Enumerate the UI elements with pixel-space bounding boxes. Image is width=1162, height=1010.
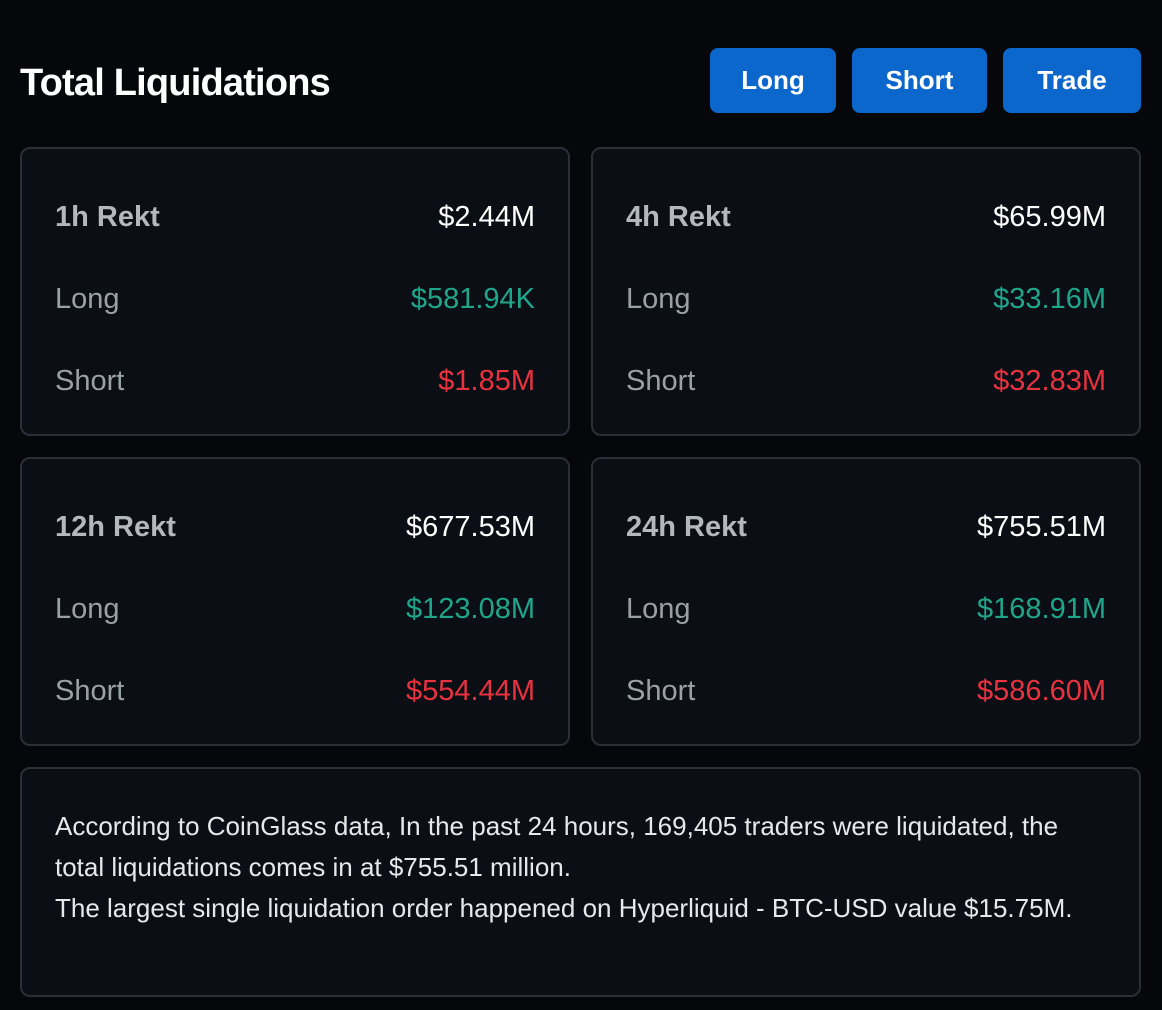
card-short-row: Short $586.60M	[626, 671, 1106, 711]
short-label: Short	[626, 364, 696, 397]
long-button[interactable]: Long	[710, 48, 836, 113]
card-total-row: 1h Rekt $2.44M	[55, 197, 535, 237]
summary-panel: According to CoinGlass data, In the past…	[20, 767, 1141, 997]
liquidation-card-24h: 24h Rekt $755.51M Long $168.91M Short $5…	[591, 457, 1141, 746]
card-short-row: Short $1.85M	[55, 361, 535, 401]
long-label: Long	[55, 282, 120, 315]
long-value: $123.08M	[406, 592, 535, 625]
short-value: $32.83M	[993, 364, 1106, 397]
long-value: $581.94K	[410, 282, 535, 315]
card-short-row: Short $554.44M	[55, 671, 535, 711]
short-value: $1.85M	[438, 364, 535, 397]
long-label: Long	[626, 282, 691, 315]
liquidation-card-12h: 12h Rekt $677.53M Long $123.08M Short $5…	[20, 457, 570, 746]
long-value: $33.16M	[993, 282, 1106, 315]
card-total-row: 24h Rekt $755.51M	[626, 507, 1106, 547]
total-value: $65.99M	[993, 200, 1106, 233]
total-value: $677.53M	[406, 510, 535, 543]
short-label: Short	[55, 364, 125, 397]
long-label: Long	[626, 592, 691, 625]
card-long-row: Long $581.94K	[55, 279, 535, 319]
total-value: $755.51M	[977, 510, 1106, 543]
short-button[interactable]: Short	[852, 48, 987, 113]
card-total-row: 12h Rekt $677.53M	[55, 507, 535, 547]
card-title: 1h Rekt	[55, 200, 160, 233]
page-title: Total Liquidations	[20, 62, 331, 104]
short-value: $586.60M	[977, 674, 1106, 707]
card-title: 12h Rekt	[55, 510, 176, 543]
card-long-row: Long $168.91M	[626, 589, 1106, 629]
card-title: 4h Rekt	[626, 200, 731, 233]
trade-button[interactable]: Trade	[1003, 48, 1141, 113]
header: Total Liquidations Long Short Trade	[20, 48, 1141, 114]
liquidation-card-1h: 1h Rekt $2.44M Long $581.94K Short $1.85…	[20, 147, 570, 436]
short-label: Short	[626, 674, 696, 707]
card-short-row: Short $32.83M	[626, 361, 1106, 401]
card-title: 24h Rekt	[626, 510, 747, 543]
short-label: Short	[55, 674, 125, 707]
card-total-row: 4h Rekt $65.99M	[626, 197, 1106, 237]
card-long-row: Long $123.08M	[55, 589, 535, 629]
total-value: $2.44M	[438, 200, 535, 233]
long-value: $168.91M	[977, 592, 1106, 625]
summary-text-2: The largest single liquidation order hap…	[55, 893, 1073, 923]
liquidation-card-4h: 4h Rekt $65.99M Long $33.16M Short $32.8…	[591, 147, 1141, 436]
short-value: $554.44M	[406, 674, 535, 707]
summary-text-1: According to CoinGlass data, In the past…	[55, 811, 1059, 882]
card-long-row: Long $33.16M	[626, 279, 1106, 319]
long-label: Long	[55, 592, 120, 625]
